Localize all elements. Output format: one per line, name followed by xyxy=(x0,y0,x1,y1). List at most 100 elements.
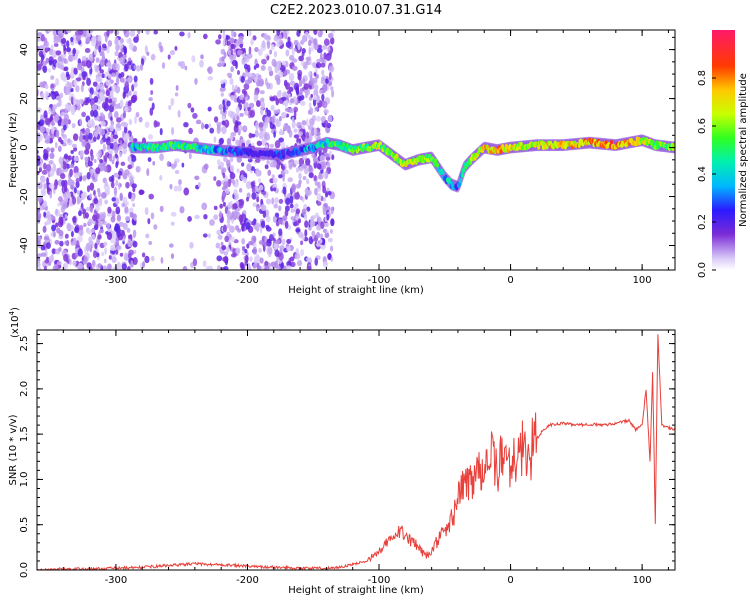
noise-speckle xyxy=(118,182,121,190)
noise-speckle xyxy=(308,164,313,172)
noise-speckle xyxy=(69,185,75,190)
noise-speckle xyxy=(264,116,271,123)
noise-speckle xyxy=(229,37,235,44)
noise-speckle xyxy=(43,132,47,140)
noise-speckle xyxy=(115,44,120,52)
noise-speckle xyxy=(53,231,56,238)
noise-speckle xyxy=(138,116,143,123)
noise-speckle xyxy=(319,89,324,94)
noise-speckle xyxy=(251,186,256,194)
noise-speckle xyxy=(298,79,303,87)
noise-speckle xyxy=(78,98,85,105)
noise-speckle xyxy=(200,54,204,60)
noise-speckle xyxy=(260,101,266,109)
noise-speckle xyxy=(108,98,113,104)
noise-speckle xyxy=(327,252,332,261)
noise-speckle xyxy=(194,214,200,220)
noise-speckle xyxy=(187,216,192,222)
noise-speckle xyxy=(149,77,154,85)
noise-speckle xyxy=(55,208,58,216)
noise-speckle xyxy=(87,229,92,235)
noise-speckle xyxy=(65,87,71,96)
noise-speckle xyxy=(98,162,103,169)
x-tick-label: -200 xyxy=(236,275,259,286)
noise-speckle xyxy=(306,265,312,270)
noise-speckle xyxy=(241,238,246,245)
noise-speckle xyxy=(260,65,266,71)
noise-speckle xyxy=(260,198,264,205)
noise-speckle xyxy=(170,221,175,226)
noise-speckle xyxy=(120,48,124,53)
noise-speckle xyxy=(202,233,208,238)
noise-speckle xyxy=(86,262,92,270)
noise-speckle xyxy=(148,97,153,102)
noise-speckle xyxy=(219,87,225,93)
noise-speckle xyxy=(288,72,295,82)
noise-speckle xyxy=(322,196,327,202)
noise-speckle xyxy=(222,33,227,40)
noise-speckle xyxy=(222,99,225,106)
noise-speckle xyxy=(114,103,119,110)
x-tick-label: 0 xyxy=(507,275,513,286)
noise-speckle xyxy=(245,221,251,230)
noise-speckle xyxy=(330,218,335,227)
x-tick-label: 100 xyxy=(633,275,652,286)
noise-speckle xyxy=(252,246,258,255)
noise-speckle xyxy=(330,36,335,45)
noise-speckle xyxy=(284,107,291,112)
noise-speckle xyxy=(229,54,235,61)
noise-speckle xyxy=(192,112,198,119)
noise-speckle xyxy=(234,194,238,201)
noise-speckle xyxy=(224,235,230,243)
noise-speckle xyxy=(239,112,244,117)
noise-speckle xyxy=(84,47,91,54)
noise-speckle xyxy=(324,119,329,127)
noise-speckle xyxy=(245,107,248,116)
noise-speckle xyxy=(109,30,114,34)
noise-speckle xyxy=(258,240,264,245)
noise-speckle xyxy=(119,252,124,257)
noise-speckle xyxy=(285,49,290,57)
noise-speckle xyxy=(58,136,62,143)
noise-speckle xyxy=(269,162,276,168)
noise-speckle xyxy=(113,172,120,178)
noise-speckle xyxy=(323,52,327,60)
noise-speckle xyxy=(230,66,235,73)
noise-speckle xyxy=(322,89,326,94)
noise-speckle xyxy=(43,110,48,119)
noise-speckle xyxy=(220,92,224,97)
noise-speckle xyxy=(241,223,245,232)
noise-speckle xyxy=(106,45,110,54)
noise-speckle xyxy=(42,200,48,208)
noise-speckle xyxy=(37,63,42,71)
noise-speckle xyxy=(133,75,138,83)
noise-speckle xyxy=(40,59,44,67)
ridge-point xyxy=(282,153,286,160)
noise-speckle xyxy=(42,65,48,73)
noise-speckle xyxy=(84,212,89,219)
noise-speckle xyxy=(320,78,326,85)
noise-speckle xyxy=(221,167,227,174)
noise-speckle xyxy=(278,174,283,179)
noise-speckle xyxy=(40,33,45,42)
noise-speckle xyxy=(119,192,123,201)
noise-speckle xyxy=(235,121,242,126)
noise-speckle xyxy=(317,44,323,49)
noise-speckle xyxy=(151,102,155,111)
noise-speckle xyxy=(254,158,261,163)
noise-speckle xyxy=(69,164,75,169)
noise-speckle xyxy=(289,195,294,204)
noise-speckle xyxy=(279,245,285,250)
noise-speckle xyxy=(102,53,105,62)
noise-speckle xyxy=(276,117,279,125)
noise-speckle xyxy=(246,163,252,172)
noise-speckle xyxy=(273,187,277,192)
noise-speckle xyxy=(37,181,43,190)
noise-speckle xyxy=(308,84,313,90)
noise-speckle xyxy=(128,57,132,62)
noise-speckle xyxy=(103,220,107,226)
snr-multiplier-exponent: 4 xyxy=(8,310,16,315)
noise-speckle xyxy=(222,30,226,35)
noise-speckle xyxy=(313,38,318,45)
noise-speckle xyxy=(62,262,69,270)
